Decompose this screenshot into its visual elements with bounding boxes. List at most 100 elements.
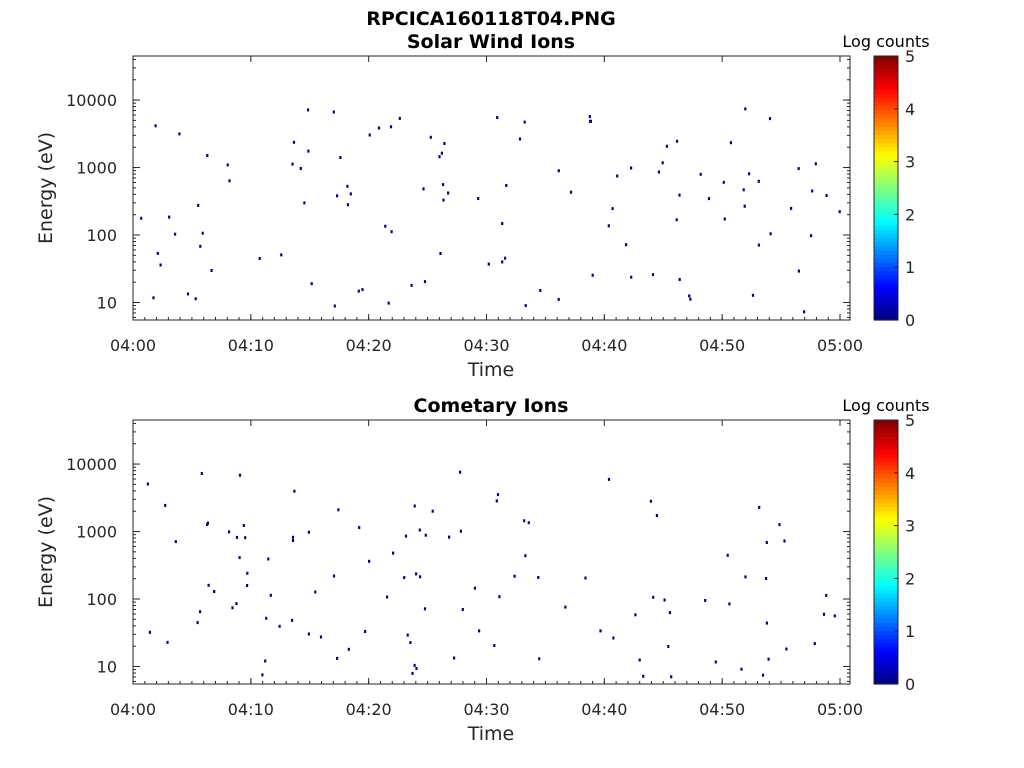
colorbar-swatch — [874, 221, 898, 226]
colorbar-swatch — [874, 117, 898, 123]
x-tick-label: 04:10 — [228, 336, 274, 355]
cell — [751, 293, 755, 297]
cell — [539, 289, 542, 292]
y-tick-label: 10 — [97, 293, 117, 312]
colorbar-swatch — [874, 659, 898, 664]
colorbar-swatch — [874, 163, 898, 168]
colorbar-swatch — [874, 490, 898, 495]
cell — [404, 534, 408, 538]
cell — [264, 659, 267, 663]
colorbar-swatch — [874, 109, 898, 115]
cell — [429, 135, 432, 139]
cell — [498, 595, 501, 599]
cell — [314, 590, 317, 594]
cell — [740, 667, 743, 671]
colorbar-swatch — [874, 655, 898, 660]
cell — [459, 470, 462, 474]
colorbar-swatch — [874, 622, 898, 627]
cell — [675, 218, 678, 222]
cell — [174, 232, 177, 236]
cell — [838, 210, 841, 214]
colorbar-swatch — [874, 527, 898, 532]
colorbar-swatch — [874, 613, 898, 619]
cell — [384, 224, 387, 228]
colorbar-swatch — [874, 287, 898, 292]
cell — [523, 120, 526, 124]
colorbar-tick-label: 1 — [905, 622, 915, 641]
cell — [411, 671, 414, 675]
cell — [678, 278, 681, 281]
colorbar: Log counts 0 1 2 3 4 5 — [842, 32, 929, 330]
cell — [813, 642, 816, 646]
cell — [761, 673, 765, 677]
cell — [814, 162, 817, 166]
cell — [495, 499, 498, 503]
colorbar-swatch — [874, 56, 898, 61]
x-tick-label: 04:20 — [346, 700, 392, 719]
colorbar-swatch — [874, 130, 898, 135]
x-tick-label: 04:20 — [346, 336, 392, 355]
colorbar-swatch — [874, 671, 898, 677]
colorbar-swatch — [874, 270, 898, 276]
cell — [810, 234, 813, 238]
cell — [758, 505, 761, 509]
colorbar-swatch — [874, 216, 898, 222]
colorbar-swatch — [874, 134, 898, 140]
cell — [728, 602, 731, 606]
colorbar-swatch — [874, 204, 898, 210]
x-tick-label: 04:00 — [110, 336, 156, 355]
cell — [676, 139, 679, 143]
colorbar-swatch — [874, 60, 898, 65]
colorbar-swatch — [874, 307, 898, 313]
colorbar-tick-label: 1 — [905, 258, 915, 277]
cell — [744, 575, 747, 579]
colorbar-swatch — [874, 585, 898, 590]
cell — [418, 528, 421, 532]
cell — [496, 493, 500, 497]
colorbar-swatch — [874, 420, 898, 425]
cell — [811, 189, 814, 193]
colorbar-swatch — [874, 568, 898, 574]
colorbar-swatch — [874, 299, 898, 305]
cell — [668, 611, 672, 615]
colorbar-swatch — [874, 113, 898, 119]
colorbar-swatch — [874, 444, 898, 450]
colorbar-swatch — [874, 254, 898, 259]
colorbar-swatch — [874, 159, 898, 164]
cell — [757, 243, 760, 247]
cell — [235, 602, 238, 606]
colorbar-swatch — [874, 473, 898, 479]
x-axis-label: Time — [467, 359, 515, 381]
panel-title: Cometary Ions — [414, 395, 569, 417]
colorbar-swatch — [874, 188, 898, 193]
cell — [744, 107, 747, 111]
colorbar-swatch — [874, 618, 898, 623]
background-counts — [146, 470, 836, 679]
colorbar-swatch — [874, 461, 898, 466]
cell — [651, 273, 655, 277]
colorbar-swatch — [874, 498, 898, 504]
cell — [258, 257, 261, 260]
cell — [537, 576, 540, 579]
cell — [657, 170, 660, 174]
cell — [291, 162, 294, 166]
x-tick-label: 04:10 — [228, 700, 274, 719]
cell — [448, 535, 451, 539]
colorbar-swatch — [874, 651, 898, 656]
colorbar-tick-label: 4 — [905, 464, 915, 483]
colorbar-swatch — [874, 80, 898, 86]
cell — [630, 275, 633, 279]
cell — [649, 499, 652, 503]
cell — [390, 230, 393, 234]
panel-title: Solar Wind Ions — [407, 31, 575, 53]
cell — [206, 521, 209, 525]
cell — [368, 559, 371, 563]
cell — [714, 660, 717, 664]
cell — [307, 149, 310, 153]
colorbar-swatch — [874, 514, 898, 520]
cell — [409, 641, 412, 645]
cell — [368, 133, 371, 137]
cell — [228, 179, 231, 183]
cell — [440, 151, 443, 155]
